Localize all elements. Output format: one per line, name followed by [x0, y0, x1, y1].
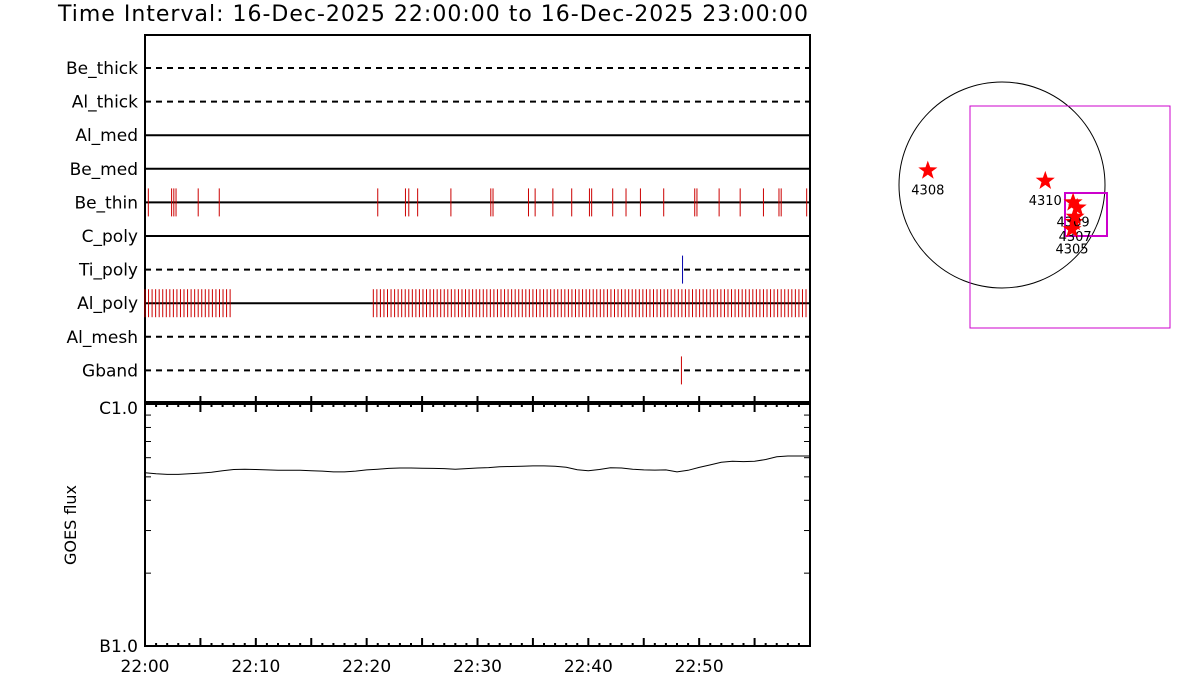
- timeline-panel: Be_thick Al_thick Al_med Be_med Be_thin C_pol…: [66, 34, 811, 403]
- ar-label: 4305: [1055, 242, 1088, 257]
- x-tick-label: 22:30: [453, 657, 502, 677]
- row-label: Al_mesh: [66, 328, 138, 348]
- ar-star: [918, 160, 938, 179]
- timeline-frame: [144, 34, 811, 403]
- goes-flux-line: [144, 455, 810, 475]
- fov-box-large: [969, 105, 1171, 329]
- solar-disk: [898, 81, 1106, 289]
- solar-map: 43084310430943074305: [898, 81, 1171, 329]
- row-label: C_poly: [82, 227, 138, 247]
- y-tick-label: C1.0: [99, 399, 138, 419]
- x-tick-label: 22:00: [121, 657, 170, 677]
- ar-label: 4307: [1059, 230, 1092, 245]
- chart-title: Time Interval: 16-Dec-2025 22:00:00 to 1…: [58, 2, 810, 27]
- row-label: Al_med: [75, 126, 138, 146]
- row-label: Gband: [82, 361, 138, 381]
- row-label: Ti_poly: [78, 261, 138, 281]
- goes-panel: C1.0 B1.0 GOES flux: [61, 399, 811, 657]
- goes-frame: [144, 403, 811, 647]
- x-tick-label: 22:40: [564, 657, 613, 677]
- x-tick-label: 22:10: [231, 657, 280, 677]
- ar-star: [1065, 206, 1085, 225]
- ar-star: [1062, 219, 1082, 238]
- time-axis: 22:00 22:10 22:20 22:30 22:40 22:50: [121, 396, 811, 677]
- y-axis-label: GOES flux: [61, 485, 80, 565]
- y-tick-label: B1.0: [99, 637, 138, 657]
- ar-star: [1035, 170, 1055, 189]
- ar-star: [1063, 192, 1083, 211]
- fov-box-small: [1064, 192, 1108, 237]
- row-label: Al_thick: [72, 93, 138, 113]
- x-tick-label: 22:50: [675, 657, 724, 677]
- x-tick-label: 22:20: [342, 657, 391, 677]
- row-label: Be_thick: [66, 59, 138, 79]
- ar-label: 4310: [1029, 194, 1062, 209]
- row-label: Be_thin: [74, 193, 138, 213]
- row-label: Al_poly: [77, 294, 138, 314]
- ar-label: 4308: [911, 184, 944, 199]
- row-label: Be_med: [70, 160, 138, 180]
